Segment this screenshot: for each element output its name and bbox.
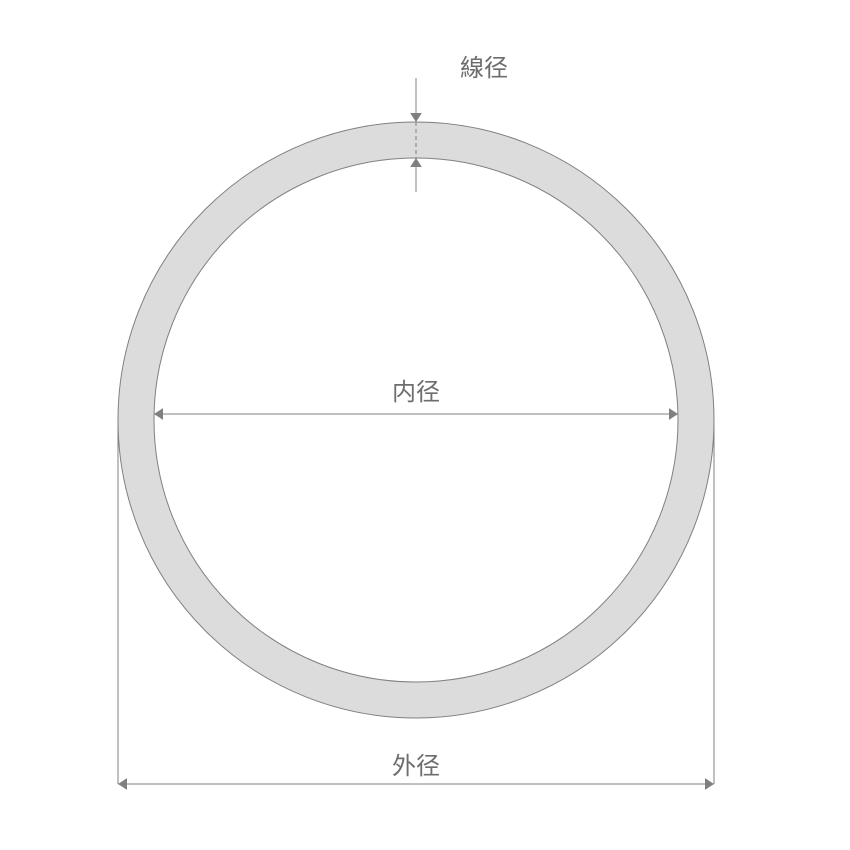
inner-diameter-label: 内径: [392, 379, 440, 406]
outer-diameter-label: 外径: [392, 753, 440, 780]
wire-diameter-label: 線径: [460, 55, 508, 82]
ring-dimension-diagram: 内径外径 線径: [0, 0, 850, 850]
